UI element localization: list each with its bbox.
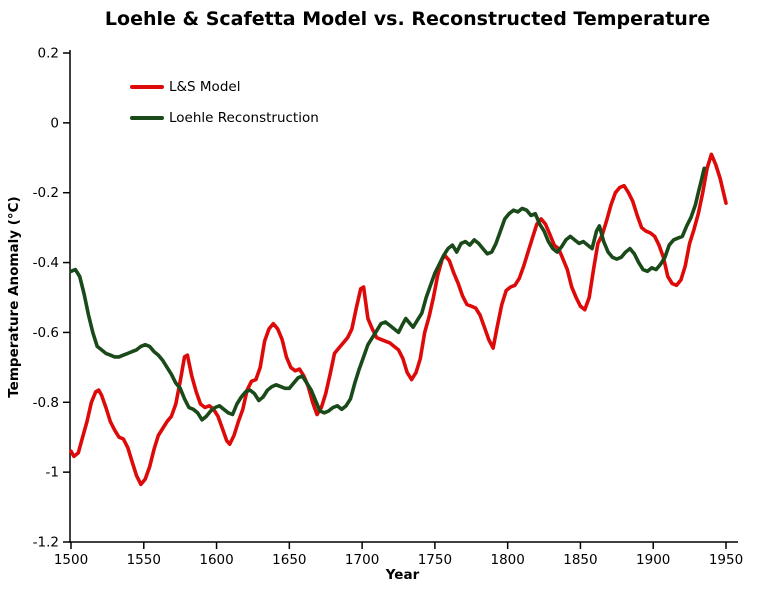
loehle-reconstruction-line-swatch <box>130 116 164 120</box>
legend: L&S Model Loehle Reconstruction <box>130 79 319 141</box>
ls-model-line-swatch <box>130 85 164 89</box>
y-axis-title: Temperature Anomaly (°C) <box>6 196 22 398</box>
y-tick-label: -0.6 <box>33 325 59 341</box>
y-tick-label: 0.2 <box>38 46 59 62</box>
legend-label-ls-model: L&S Model <box>169 79 241 95</box>
y-tick-label: -0.8 <box>33 395 59 411</box>
x-tick-label: 1950 <box>709 552 743 568</box>
chart-title: Loehle & Scafetta Model vs. Reconstructe… <box>104 8 711 30</box>
x-tick-label: 1800 <box>490 552 524 568</box>
x-tick-label: 1500 <box>54 552 88 568</box>
x-tick-label: 1650 <box>272 552 306 568</box>
series-line-l-s-model <box>69 152 728 487</box>
y-tick-label: -1.2 <box>33 535 59 551</box>
x-tick-label: 1550 <box>127 552 161 568</box>
x-axis-title: Year <box>385 567 420 583</box>
y-tick-label: -1 <box>46 465 59 481</box>
x-tick-label: 1700 <box>345 552 379 568</box>
y-tick-label: -0.2 <box>33 185 59 201</box>
x-tick-label: 1600 <box>199 552 233 568</box>
x-tick-label: 1900 <box>636 552 670 568</box>
y-tick-label: 0 <box>50 115 59 131</box>
x-tick-label: 1750 <box>418 552 452 568</box>
series-line-loehle-reconstruction <box>69 166 707 422</box>
legend-item-loehle-reconstruction: Loehle Reconstruction <box>130 110 319 126</box>
x-tick-label: 1850 <box>563 552 597 568</box>
y-tick-label: -0.4 <box>33 255 59 271</box>
legend-item-ls-model: L&S Model <box>130 79 319 95</box>
legend-label-loehle-reconstruction: Loehle Reconstruction <box>169 110 319 126</box>
